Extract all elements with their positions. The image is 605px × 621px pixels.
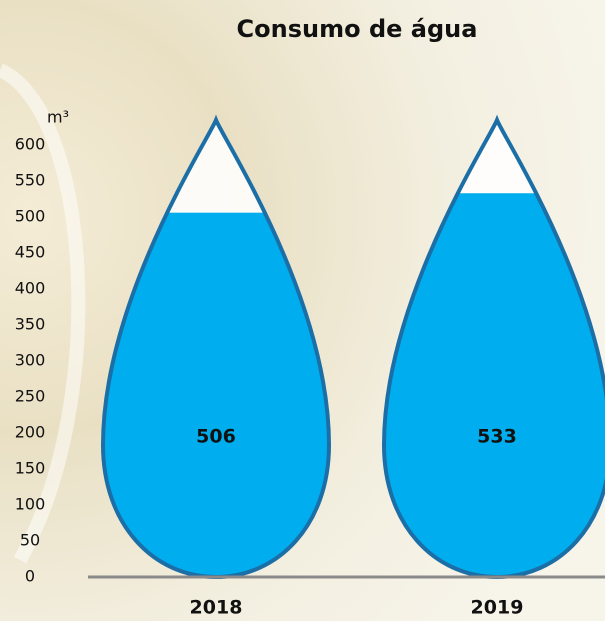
- y-axis-label: m³: [47, 108, 69, 127]
- x-tick-label: 2019: [471, 597, 524, 619]
- y-tick-label: 550: [15, 171, 46, 190]
- plot-area: 0 50 100 150 200 250 300 350 400 450 500 550 600 506 2…: [15, 114, 605, 619]
- y-tick-label: 50: [20, 531, 40, 550]
- value-label: 506: [196, 426, 236, 448]
- value-label: 533: [477, 426, 517, 448]
- y-tick-label: 500: [15, 207, 46, 226]
- y-tick-label: 100: [15, 495, 46, 514]
- y-tick-label: 400: [15, 279, 46, 298]
- y-tick-label: 250: [15, 387, 46, 406]
- y-tick-label: 450: [15, 243, 46, 262]
- y-tick-label: 150: [15, 459, 46, 478]
- y-tick-label: 300: [15, 351, 46, 370]
- y-tick-label: 200: [15, 423, 46, 442]
- y-tick-label: 350: [15, 315, 46, 334]
- y-tick-label: 0: [25, 567, 35, 586]
- y-tick-label: 600: [15, 135, 46, 154]
- background-swirl: [0, 63, 86, 564]
- x-tick-label: 2018: [190, 597, 243, 619]
- chart-title: Consumo de água: [237, 15, 478, 43]
